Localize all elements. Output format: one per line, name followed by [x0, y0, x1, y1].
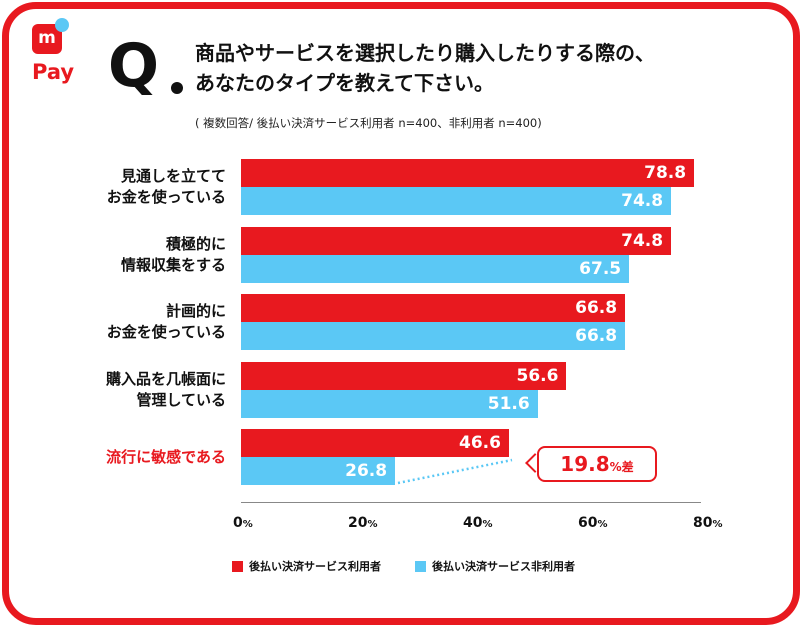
category-label-line: 購入品を几帳面に	[105, 369, 226, 388]
bar-nonusers	[241, 457, 396, 485]
x-tick-label: 20%	[348, 515, 378, 531]
question-line-2: あなたのタイプを教えて下さい。	[195, 71, 494, 95]
category-label: 見通しを立ててお金を使っている	[60, 166, 226, 208]
category-label-line: 計画的に	[165, 302, 226, 320]
bar-value-label: 56.6	[516, 365, 559, 386]
question-title: 商品やサービスを選択したり購入したりする際の、 あなたのタイプを教えて下さい。	[195, 38, 655, 98]
category-label: 流行に敏感である	[60, 447, 226, 468]
bar-nonusers	[241, 389, 538, 418]
bar-value-label: 74.8	[621, 230, 664, 251]
legend-item-users: 後払い決済サービス利用者	[232, 558, 381, 574]
diff-unit: %差	[609, 460, 634, 474]
category-label: 購入品を几帳面に管理している	[60, 369, 226, 411]
x-tick-value: 40	[463, 515, 483, 531]
diff-callout: 19.8%差	[537, 446, 657, 482]
category-label-line: 情報収集をする	[120, 255, 226, 274]
question-mark: Q	[108, 31, 160, 101]
bar-value-label: 67.5	[579, 258, 622, 279]
x-tick-value: 20	[348, 515, 368, 531]
x-tick-label: 60%	[578, 515, 608, 531]
logo-text: Pay	[32, 60, 75, 84]
bar-users	[241, 361, 567, 390]
category-label-line: お金を使っている	[106, 323, 226, 341]
bar-value-label: 66.8	[575, 298, 618, 318]
bar-value-label: 51.6	[487, 393, 530, 414]
bar-users	[241, 226, 672, 255]
bar-users	[241, 294, 626, 322]
legend-swatch-nonusers	[415, 560, 426, 572]
logo-mark-icon	[32, 18, 69, 54]
bar-nonusers	[241, 187, 672, 215]
question-line-1: 商品やサービスを選択したり購入したりする際の、	[195, 41, 655, 65]
logo-mark-letter: m	[38, 28, 56, 48]
category-label-line: 流行に敏感である	[106, 447, 226, 466]
bar-value-label: 26.8	[345, 461, 388, 481]
x-tick-unit: %	[482, 519, 493, 530]
category-label: 積極的に情報収集をする	[60, 234, 226, 276]
x-tick-label: 40%	[463, 515, 493, 531]
bar-users	[241, 159, 695, 187]
x-tick-unit: %	[367, 519, 378, 530]
bar-value-label: 74.8	[621, 191, 664, 211]
category-label-line: 管理している	[136, 390, 226, 409]
category-label-line: 見通しを立てて	[120, 167, 226, 185]
x-tick-label: 80%	[693, 515, 723, 531]
x-axis-line	[241, 502, 701, 503]
x-tick-label: 0%	[233, 515, 253, 531]
bar-nonusers	[241, 322, 626, 350]
bar-value-label: 46.6	[458, 433, 501, 453]
x-tick-value: 80	[693, 515, 713, 531]
legend-item-nonusers: 後払い決済サービス非利用者	[415, 558, 575, 574]
bar-users	[241, 429, 509, 457]
merpay-logo: m Pay	[28, 18, 80, 92]
x-tick-value: 60	[578, 515, 598, 531]
question-dot	[171, 82, 183, 94]
bar-value-label: 66.8	[575, 326, 618, 346]
category-label-line: お金を使っている	[106, 188, 226, 206]
category-label: 計画的にお金を使っている	[60, 301, 226, 343]
x-tick-value: 0	[233, 515, 243, 531]
x-tick-unit: %	[242, 519, 253, 530]
category-label-line: 積極的に	[165, 234, 226, 253]
diff-value: 19.8	[560, 452, 610, 476]
legend-label-nonusers: 後払い決済サービス非利用者	[432, 560, 575, 573]
x-tick-unit: %	[712, 519, 723, 530]
legend-swatch-users	[232, 560, 243, 572]
bar-value-label: 78.8	[644, 163, 687, 183]
x-tick-unit: %	[597, 519, 608, 530]
legend-label-users: 後払い決済サービス利用者	[249, 560, 381, 573]
question-note: ( 複数回答/ 後払い決済サービス利用者 n=400、非利用者 n=400)	[195, 116, 542, 130]
bar-nonusers	[241, 254, 630, 283]
